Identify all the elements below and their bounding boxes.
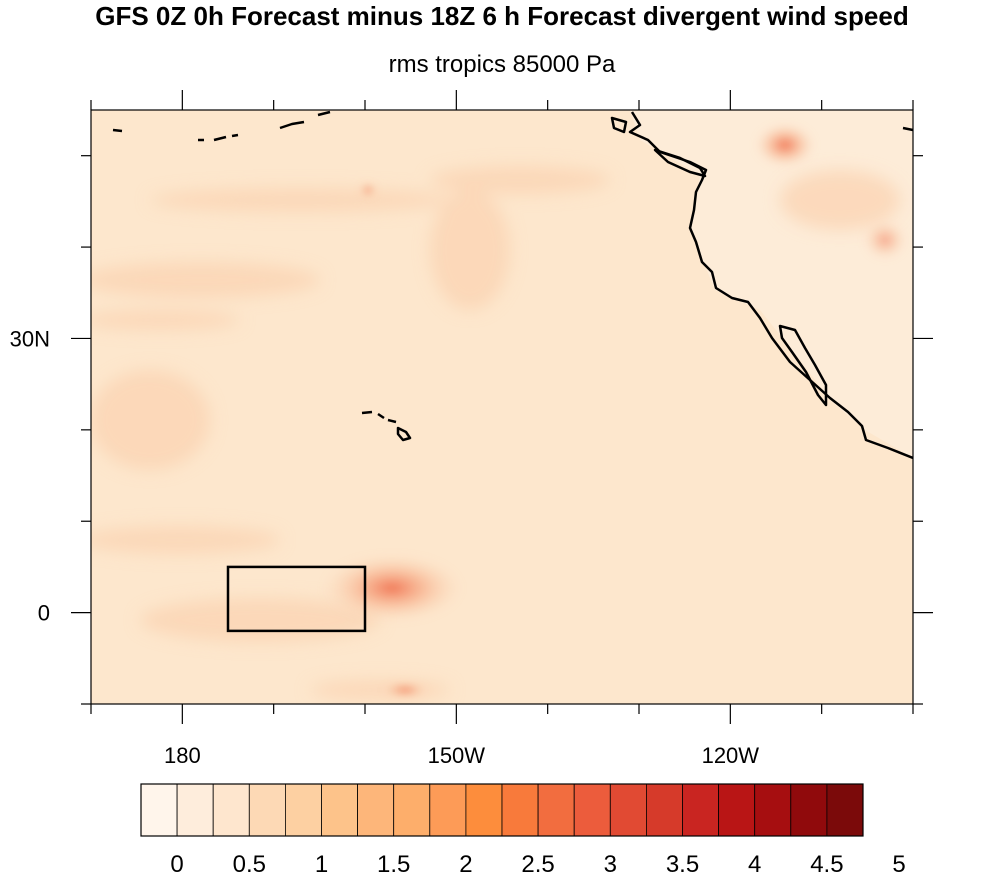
region-box: [226, 565, 367, 633]
colorbar-label: 1.5: [377, 851, 410, 877]
colorbar-label: 5: [892, 851, 905, 877]
hawaii-islands: [361, 410, 412, 442]
colorbar-swatch: [465, 783, 503, 837]
colorbar-swatch: [429, 783, 467, 837]
colorbar-label: 1: [315, 851, 328, 877]
map-frame: [90, 109, 914, 705]
colorbar-swatch: [718, 783, 756, 837]
colorbar-swatch: [393, 783, 431, 837]
lon-tick-label: 150W: [428, 743, 486, 768]
colorbar-swatch: [537, 783, 575, 837]
colorbar-swatch: [248, 783, 286, 837]
colorbar-swatch: [609, 783, 647, 837]
lon-tick-label: 180: [164, 743, 201, 768]
colorbar-label: 0: [170, 851, 183, 877]
baja-california: [778, 324, 828, 407]
colorbar-swatch: [284, 783, 322, 837]
shaded-field: [91, 110, 913, 704]
vancouver-island: [653, 148, 707, 178]
axis-tick-labels: 180 150W 120W 30N 0: [10, 326, 760, 768]
colorbar-swatch: [754, 783, 792, 837]
lat-tick-label: 30N: [10, 326, 50, 351]
map-title: GFS 0Z 0h Forecast minus 18Z 6 h Forecas…: [95, 1, 909, 31]
colorbar-swatch: [212, 783, 250, 837]
lon-tick-label: 120W: [702, 743, 760, 768]
colorbar-frame: [140, 783, 864, 837]
colorbar-swatch: [646, 783, 683, 837]
colorbar-swatch: [140, 783, 178, 837]
axis-ticks: [71, 90, 933, 724]
colorbar-swatch: [682, 783, 719, 837]
colorbar-label: 0.5: [233, 851, 266, 877]
alaska-panhandle-island: [610, 116, 628, 134]
aleutian-islands: [112, 110, 913, 142]
colorbar-swatch: [321, 783, 358, 837]
colorbar-swatch: [573, 783, 611, 837]
colorbar-swatch: [501, 783, 539, 837]
lat-tick-label: 0: [38, 601, 50, 626]
colorbar-swatch: [357, 783, 395, 837]
colorbar-labels: 0 0.5 1 1.5 2 2.5 3 3.5 4 4.5 5: [170, 851, 905, 877]
colorbar-swatch: [790, 783, 828, 837]
colorbar-label: 2: [459, 851, 472, 877]
hotspots: [322, 123, 907, 697]
colorbar-swatch: [826, 783, 864, 837]
colorbar-label: 3: [604, 851, 617, 877]
coastlines: [112, 110, 913, 460]
colorbar-label: 3.5: [666, 851, 699, 877]
map-subtitle: rms tropics 85000 Pa: [388, 51, 616, 78]
colorbar: [140, 783, 864, 837]
colorbar-label: 2.5: [521, 851, 554, 877]
colorbar-swatch: [176, 783, 214, 837]
colorbar-label: 4: [748, 851, 761, 877]
colorbar-label: 4.5: [810, 851, 843, 877]
